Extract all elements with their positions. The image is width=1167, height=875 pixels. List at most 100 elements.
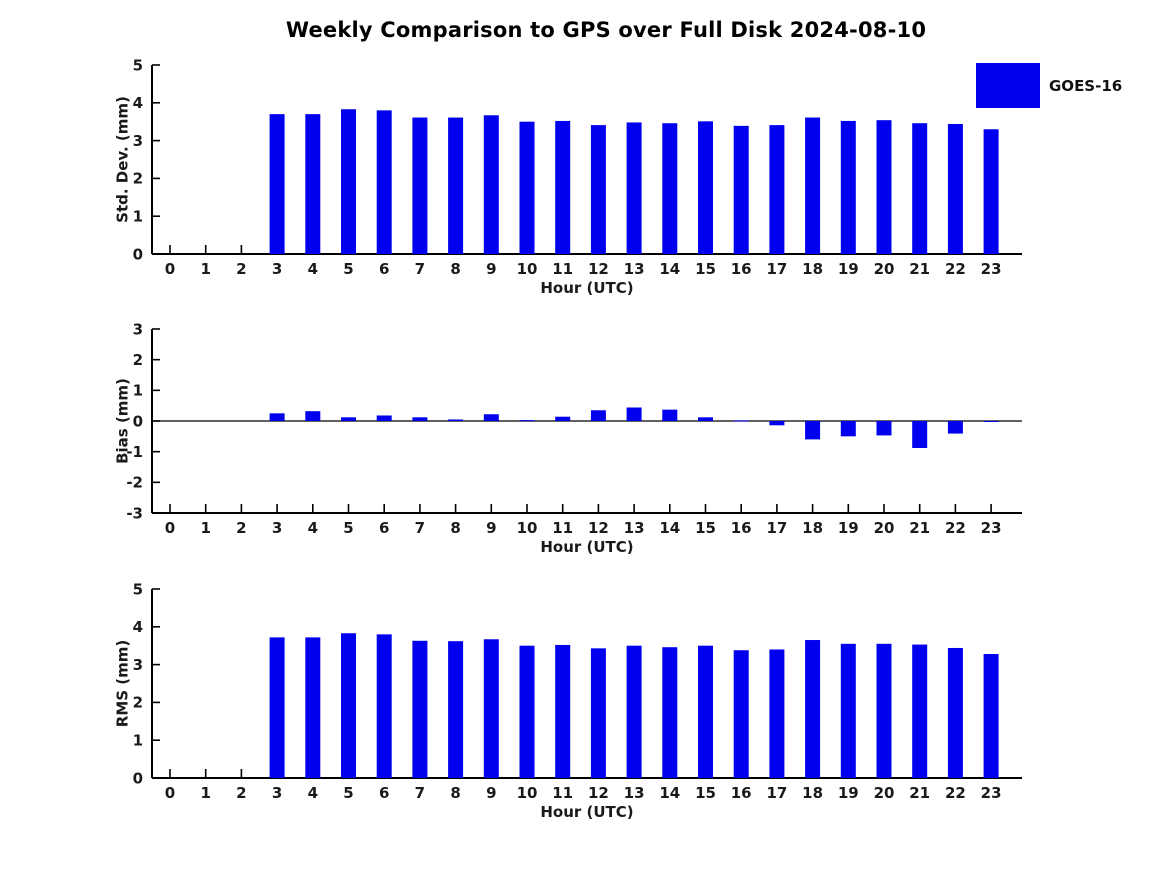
x-tick-label: 14	[659, 519, 680, 537]
std-dev-bar-h23	[983, 129, 999, 254]
y-axis-label: Bias (mm)	[113, 378, 131, 464]
x-tick-label: 8	[450, 260, 460, 278]
x-tick-label: 16	[731, 519, 752, 537]
std-dev-bar-h20	[876, 120, 892, 254]
x-tick-label: 15	[695, 260, 716, 278]
x-tick-label: 9	[486, 784, 496, 802]
rms-bar-h10	[519, 645, 535, 778]
x-tick-label: 18	[802, 260, 823, 278]
rms-bar-h20	[876, 643, 892, 778]
bias-bar-h20	[876, 421, 892, 436]
rms-bar-h3	[269, 637, 285, 778]
rms-bar-h14	[662, 647, 678, 778]
x-tick-label: 14	[659, 784, 680, 802]
x-tick-label: 4	[308, 260, 318, 278]
x-tick-label: 21	[909, 784, 930, 802]
rms-bar-h17	[769, 649, 785, 778]
bias-bar-h19	[840, 421, 856, 437]
rms-bar-h18	[805, 640, 821, 778]
x-axis-label: Hour (UTC)	[540, 279, 633, 297]
x-tick-label: 6	[379, 519, 389, 537]
x-tick-label: 0	[165, 260, 175, 278]
y-tick-label: 2	[133, 351, 143, 369]
legend: GOES-16	[976, 63, 1122, 108]
x-tick-label: 20	[874, 784, 895, 802]
std-dev-bar-h4	[305, 114, 321, 254]
x-tick-label: 7	[415, 519, 425, 537]
x-tick-label: 19	[838, 784, 859, 802]
x-axis-label: Hour (UTC)	[540, 538, 633, 556]
std-dev-bar-h8	[448, 117, 464, 255]
x-tick-label: 5	[343, 519, 353, 537]
bias-bar-h3	[269, 413, 285, 421]
bias-bar-h22	[947, 421, 963, 434]
bias-bar-h18	[805, 421, 821, 440]
rms-bar-h21	[912, 644, 928, 778]
x-tick-label: 6	[379, 784, 389, 802]
y-tick-label: 4	[133, 94, 143, 112]
x-tick-label: 4	[308, 519, 318, 537]
x-tick-label: 1	[200, 260, 210, 278]
y-tick-label: 0	[133, 412, 143, 430]
bias-bar-h12	[590, 410, 606, 421]
rms-bar-h12	[590, 648, 606, 778]
y-tick-label: 2	[133, 170, 143, 188]
y-tick-label: 3	[133, 656, 143, 674]
x-tick-label: 2	[236, 784, 246, 802]
x-tick-label: 1	[200, 519, 210, 537]
x-tick-label: 6	[379, 260, 389, 278]
x-tick-label: 21	[909, 260, 930, 278]
x-tick-label: 23	[981, 260, 1002, 278]
x-tick-label: 10	[517, 519, 538, 537]
x-tick-label: 19	[838, 260, 859, 278]
x-tick-label: 3	[272, 784, 282, 802]
x-tick-label: 8	[450, 519, 460, 537]
std-dev-bar-h22	[947, 123, 963, 254]
bias-bar-h23	[983, 421, 999, 422]
std-dev-bar-h6	[376, 110, 392, 254]
bias-bar-h15	[698, 417, 713, 421]
x-tick-label: 13	[624, 260, 645, 278]
y-tick-label: 4	[133, 618, 143, 636]
y-tick-label: 3	[133, 132, 143, 150]
std-dev-bar-h11	[555, 120, 571, 254]
bias-bar-h5	[341, 417, 356, 421]
std-dev-bar-h9	[483, 115, 499, 254]
x-tick-label: 13	[624, 784, 645, 802]
x-tick-label: 13	[624, 519, 645, 537]
std-dev-bar-h10	[519, 121, 535, 254]
y-tick-label: 5	[133, 56, 143, 74]
x-tick-label: 2	[236, 260, 246, 278]
x-tick-label: 12	[588, 519, 609, 537]
x-axis-label: Hour (UTC)	[540, 803, 633, 821]
x-tick-label: 8	[450, 784, 460, 802]
x-tick-label: 9	[486, 260, 496, 278]
bias-bar-h4	[305, 411, 321, 421]
bias-bar-h9	[483, 414, 499, 421]
x-tick-label: 16	[731, 260, 752, 278]
x-tick-label: 10	[517, 260, 538, 278]
rms-bar-h11	[555, 644, 571, 778]
rms-bar-h23	[983, 654, 999, 778]
bias-bar-h21	[912, 421, 928, 448]
rms-bar-h13	[626, 645, 642, 778]
bias-bar-h6	[376, 415, 392, 421]
x-tick-label: 21	[909, 519, 930, 537]
y-axis-label: Std. Dev. (mm)	[113, 96, 131, 223]
x-tick-label: 18	[802, 519, 823, 537]
y-tick-label: -1	[126, 443, 143, 461]
y-tick-label: 1	[133, 731, 143, 749]
y-tick-label: 2	[133, 694, 143, 712]
x-tick-label: 16	[731, 784, 752, 802]
x-tick-label: 0	[165, 519, 175, 537]
x-tick-label: 4	[308, 784, 318, 802]
rms-bar-h8	[448, 641, 464, 778]
std-dev-bar-h16	[733, 125, 749, 254]
x-tick-label: 7	[415, 260, 425, 278]
x-tick-label: 1	[200, 784, 210, 802]
x-tick-label: 15	[695, 519, 716, 537]
rms-bar-h22	[947, 647, 963, 778]
